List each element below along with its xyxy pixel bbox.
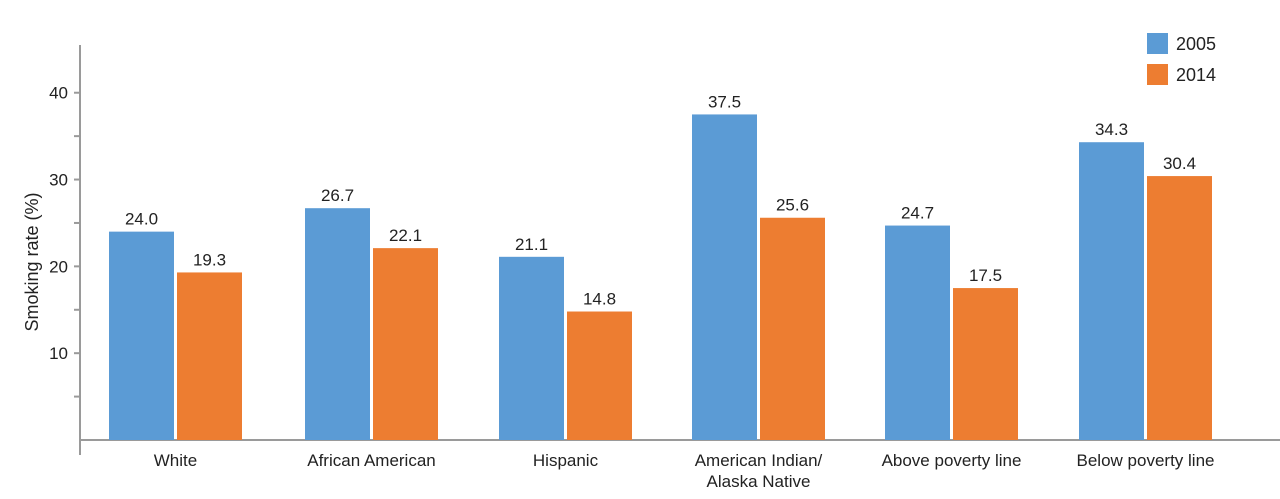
y-tick-label-10: 10 <box>49 344 68 363</box>
value-label-2005-4: 24.7 <box>901 204 934 223</box>
bars <box>109 114 1212 441</box>
category-labels: White African American Hispanic American In… <box>154 451 1215 491</box>
category-label-3-line-0: American Indian/ <box>695 451 823 470</box>
value-label-2014-3: 25.6 <box>776 196 809 215</box>
bar-2014-1 <box>373 248 438 440</box>
bar-2014-4 <box>953 288 1018 440</box>
legend-label-2005: 2005 <box>1176 34 1216 54</box>
category-label-5-line-0: Below poverty line <box>1077 451 1215 470</box>
category-label-4-line-0: Above poverty line <box>882 451 1022 470</box>
value-label-2014-0: 19.3 <box>193 250 226 269</box>
value-label-2014-4: 17.5 <box>969 266 1002 285</box>
legend-label-2014: 2014 <box>1176 65 1216 85</box>
bar-2005-0 <box>109 231 174 440</box>
y-axis-title: Smoking rate (%) <box>22 192 42 331</box>
category-label-3-line-1: Alaska Native <box>707 472 811 491</box>
y-ticks: 10 20 30 40 <box>49 84 80 398</box>
bar-2005-1 <box>305 208 370 440</box>
bar-2014-2 <box>567 311 632 440</box>
legend-swatch-2005 <box>1147 33 1168 54</box>
value-label-2005-3: 37.5 <box>708 92 741 111</box>
value-label-2005-5: 34.3 <box>1095 120 1128 139</box>
value-label-2005-1: 26.7 <box>321 186 354 205</box>
value-label-2005-2: 21.1 <box>515 235 548 254</box>
bar-2014-3 <box>760 217 825 440</box>
bar-2005-3 <box>692 114 757 441</box>
value-labels: 24.0 26.7 21.1 37.5 24.7 34.3 19.3 22.1 14.8 25.6… <box>125 92 1196 308</box>
category-label-0-line-0: White <box>154 451 197 470</box>
category-label-1-line-0: African American <box>307 451 436 470</box>
value-label-2014-2: 14.8 <box>583 290 616 309</box>
category-label-2-line-0: Hispanic <box>533 451 599 470</box>
bar-2005-2 <box>499 256 564 440</box>
value-label-2014-5: 30.4 <box>1163 154 1196 173</box>
value-label-2005-0: 24.0 <box>125 210 158 229</box>
y-tick-label-20: 20 <box>49 257 68 276</box>
legend-swatch-2014 <box>1147 64 1168 85</box>
bar-2005-4 <box>885 225 950 440</box>
y-tick-label-30: 30 <box>49 171 68 190</box>
y-tick-label-40: 40 <box>49 84 68 103</box>
value-label-2014-1: 22.1 <box>389 226 422 245</box>
bar-2014-0 <box>177 272 242 440</box>
bar-2005-5 <box>1079 142 1144 440</box>
bar-2014-5 <box>1147 176 1212 440</box>
legend: 2005 2014 <box>1147 33 1216 85</box>
